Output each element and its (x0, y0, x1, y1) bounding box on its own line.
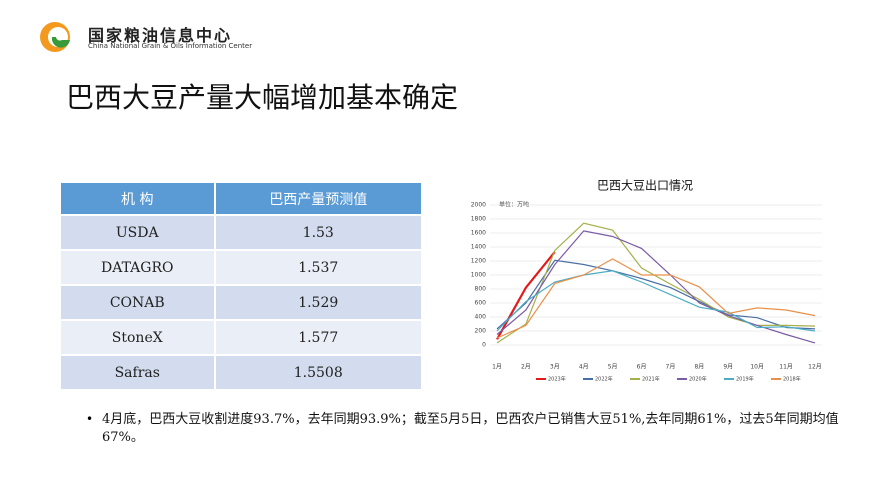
y-tick-label: 200 (475, 328, 487, 335)
org-name-en: China National Grain & Oils Information … (88, 42, 253, 50)
legend-label: 2022年 (595, 376, 613, 383)
y-tick-label: 1000 (471, 272, 486, 279)
x-tick-label: 12月 (808, 364, 822, 371)
series-line (496, 258, 816, 339)
table-cell: USDA (61, 214, 216, 250)
y-tick-label: 800 (475, 286, 487, 293)
x-tick-label: 3月 (550, 364, 560, 371)
table-row: Safras 1.5508 (61, 354, 423, 389)
bullet-text: 4月底，巴西大豆收割进度93.7%，去年同期93.9%；截至5月5日，巴西农户已… (102, 412, 839, 445)
table-row: StoneX 1.577 (61, 319, 423, 355)
x-tick-label: 4月 (579, 364, 589, 371)
table-cell: Safras (61, 354, 216, 389)
table-cell: 1.537 (214, 249, 423, 285)
y-tick-label: 600 (475, 300, 487, 307)
legend-label: 2019年 (736, 376, 754, 383)
x-tick-label: 11月 (779, 364, 793, 371)
y-tick-label: 400 (475, 314, 487, 321)
x-tick-label: 5月 (608, 364, 618, 371)
bullet-dot: • (86, 412, 94, 426)
column-header: 机 构 (61, 183, 216, 215)
legend-label: 2018年 (783, 376, 801, 383)
x-tick-label: 9月 (723, 364, 733, 371)
table-row: CONAB 1.529 (61, 284, 423, 320)
unit-label: 单位：万吨 (499, 201, 529, 209)
table-cell: CONAB (61, 284, 216, 320)
y-tick-label: 1400 (471, 244, 486, 251)
table-cell: DATAGRO (61, 249, 216, 285)
table-cell: 1.577 (214, 319, 423, 355)
column-header: 巴西产量预测值 (214, 183, 423, 215)
series-line (496, 222, 816, 344)
y-tick-label: 1600 (471, 230, 486, 237)
table-cell: StoneX (61, 319, 216, 355)
series-line (496, 230, 816, 344)
y-tick-label: 2000 (471, 202, 486, 209)
table-cell: 1.529 (214, 284, 423, 320)
series-line (496, 270, 816, 332)
y-tick-label: 0 (482, 342, 486, 349)
legend-label: 2021年 (642, 376, 660, 383)
series-line (496, 251, 556, 340)
legend-label: 2023年 (548, 376, 566, 383)
forecast-table: 机 构巴西产量预测值 USDA 1.53 DATAGRO 1.537 CONAB 1.529… (61, 183, 423, 389)
chart-title: 巴西大豆出口情况 (597, 179, 693, 193)
legend-label: 2020年 (689, 376, 707, 383)
x-tick-label: 6月 (637, 364, 647, 371)
table-cell: 1.53 (214, 214, 423, 250)
x-tick-label: 8月 (694, 364, 704, 371)
slide-title: 巴西大豆产量大幅增加基本确定 (66, 81, 459, 114)
x-tick-label: 7月 (666, 364, 676, 371)
org-name: 国家粮油信息中心 (88, 26, 233, 45)
table-row: USDA 1.53 (61, 214, 423, 250)
x-tick-label: 1月 (492, 364, 502, 371)
x-tick-label: 2月 (521, 364, 531, 371)
table-cell: 1.5508 (214, 354, 423, 389)
series-line (496, 259, 816, 330)
logo (40, 22, 70, 52)
y-tick-label: 1800 (471, 216, 486, 223)
table-row: DATAGRO 1.537 (61, 249, 423, 285)
y-tick-label: 1200 (471, 258, 486, 265)
x-tick-label: 10月 (750, 364, 764, 371)
